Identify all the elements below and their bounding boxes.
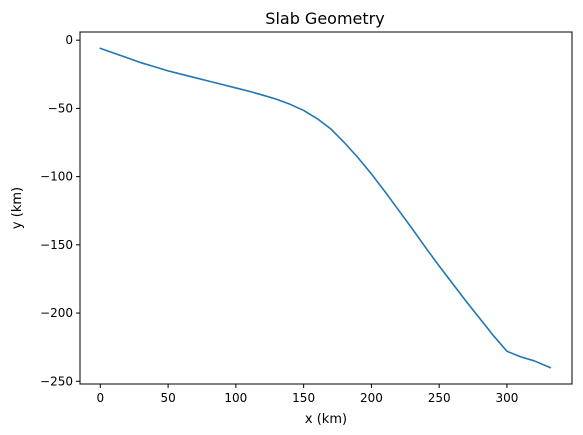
- x-tick-label: 50: [160, 391, 175, 405]
- x-tick-label: 150: [292, 391, 315, 405]
- y-axis-label: y (km): [10, 187, 25, 229]
- x-tick-label: 250: [428, 391, 451, 405]
- y-tick-label: −100: [40, 170, 73, 184]
- x-tick-label: 200: [360, 391, 383, 405]
- x-axis-label: x (km): [305, 412, 347, 427]
- y-tick-label: −150: [40, 238, 73, 252]
- y-tick-label: −200: [40, 306, 73, 320]
- plot-area: [99, 47, 552, 369]
- y-tick-label: −50: [48, 101, 73, 115]
- chart-title: Slab Geometry: [265, 9, 384, 28]
- slab-profile-line: [99, 47, 552, 369]
- axes-frame: [79, 31, 573, 385]
- x-tick-label: 100: [224, 391, 247, 405]
- y-tick-label: 0: [65, 33, 73, 47]
- y-tick-label: −250: [40, 374, 73, 388]
- axis-ticks: 0 50 100 150 200 250 300 0 −50 −100 −150 −200 −250: [40, 33, 518, 405]
- x-tick-label: 300: [495, 391, 518, 405]
- x-tick-label: 0: [97, 391, 105, 405]
